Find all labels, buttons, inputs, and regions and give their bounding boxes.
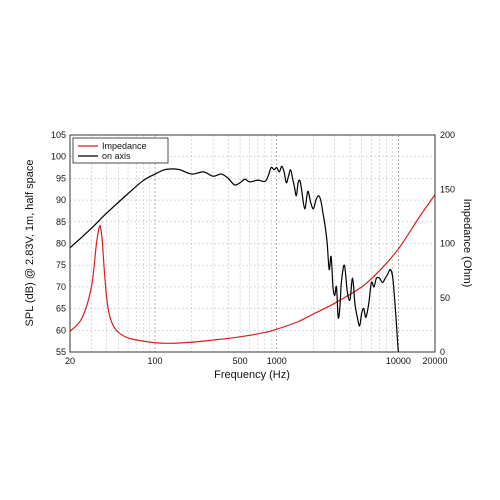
legend-box [72,137,169,164]
curves [70,165,435,352]
y-tick-label: 75 [56,260,66,270]
x-tick-label: 20000 [422,356,447,366]
y-tick-label: 85 [56,217,66,227]
x-tick-label: 100 [148,356,163,366]
y2-tick-label: 200 [440,130,455,140]
y2-tick-label: 0 [440,347,445,357]
y-tick-label: 60 [56,325,66,335]
y-tick-label: 80 [56,239,66,249]
x-tick-label: 10000 [386,356,411,366]
legend-label-impedance: Impedance [102,141,147,151]
series-line-impedance [70,194,435,344]
y-tick-label: 100 [51,152,66,162]
y-axis-title: SPL (dB) @ 2.83V, 1m, half space [24,160,36,327]
y-tick-label: 55 [56,347,66,357]
x-tick-label: 500 [233,356,248,366]
y-tick-label: 95 [56,173,66,183]
y2-tick-label: 50 [440,293,450,303]
y2-tick-label: 150 [440,184,455,194]
x-axis-title: Frequency (Hz) [214,369,290,381]
y-tick-label: 105 [51,130,66,140]
x-tick-label: 20 [65,356,75,366]
y2-axis-title: Impedance (Ohm) [461,199,473,288]
y2-tick-label: 100 [440,239,455,249]
x-tick-label: 1000 [267,356,287,366]
tick-labels: 20 100 500 1000 10000 20000556065707580859095… [51,130,455,366]
grid [70,135,435,352]
legend-label-on-axis: on axis [102,151,131,161]
y-tick-label: 70 [56,282,66,292]
y-tick-label: 90 [56,195,66,205]
legend: Impedance on axis [72,137,169,164]
plot-frame [69,134,436,353]
y-tick-label: 65 [56,304,66,314]
series-line-on-axis [70,165,399,352]
